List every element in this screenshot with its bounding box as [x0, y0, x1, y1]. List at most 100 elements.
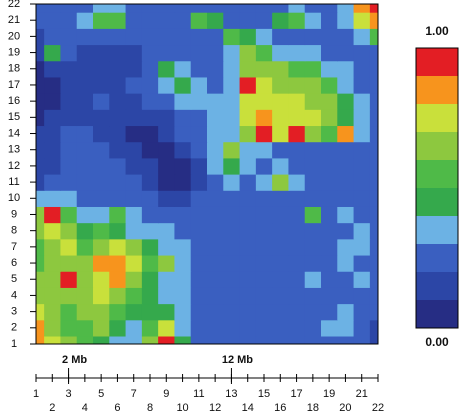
heat-cell	[304, 44, 322, 62]
heat-cell	[304, 4, 322, 13]
heat-cell	[174, 28, 192, 46]
heat-cell	[207, 222, 224, 240]
heat-cell	[109, 28, 127, 46]
heat-cell	[304, 93, 322, 110]
heat-cell	[207, 44, 224, 62]
heat-cell	[190, 287, 208, 305]
heat-cell	[288, 44, 306, 62]
heat-cell	[76, 303, 94, 321]
y-tick-label: 22	[8, 0, 20, 10]
heat-cell	[321, 206, 338, 224]
heat-cell	[321, 157, 338, 175]
heat-cell	[76, 287, 94, 305]
colorbar-band	[416, 48, 458, 76]
heat-cell	[239, 141, 257, 159]
heat-cell	[141, 109, 159, 127]
heat-cell	[60, 319, 78, 337]
heat-cell	[337, 303, 355, 321]
heat-cell	[288, 109, 306, 127]
heat-cell	[272, 222, 290, 240]
heat-cell	[36, 271, 45, 288]
heat-cell	[239, 76, 257, 94]
heat-cell	[158, 174, 176, 191]
heatmap	[36, 4, 378, 344]
heat-cell	[255, 319, 273, 337]
colorbar-label: 0.00	[425, 335, 449, 349]
heat-cell	[321, 222, 338, 240]
heat-cell	[272, 12, 290, 29]
y-tick-label: 5	[11, 273, 17, 285]
heat-cell	[141, 60, 159, 78]
heat-cell	[141, 190, 159, 207]
heat-cell	[255, 109, 273, 127]
heat-cell	[60, 254, 78, 272]
heat-cell	[36, 222, 45, 240]
heat-cell	[304, 157, 322, 175]
heat-cell	[36, 93, 45, 110]
heat-cell	[158, 12, 176, 29]
heat-cell	[337, 28, 355, 46]
heat-cell	[174, 12, 192, 29]
heat-cell	[93, 109, 110, 127]
heat-cell	[223, 190, 241, 207]
heat-cell	[93, 174, 110, 191]
heat-cell	[239, 109, 257, 127]
heat-cell	[109, 141, 127, 159]
heat-cell	[76, 93, 94, 110]
heat-cell	[109, 335, 127, 344]
heat-cell	[93, 93, 110, 110]
y-tick-label: 15	[8, 111, 20, 123]
heat-cell	[190, 76, 208, 94]
heat-cell	[125, 335, 143, 344]
heat-cell	[207, 93, 224, 110]
heat-cell	[190, 4, 208, 13]
heat-cell	[272, 60, 290, 78]
heat-cell	[272, 238, 290, 256]
x-tick-label: 11	[193, 388, 204, 400]
heat-cell	[44, 271, 62, 288]
heat-cell	[239, 28, 257, 46]
heat-cell	[60, 109, 78, 127]
heat-cell	[44, 190, 62, 207]
heat-cell	[223, 4, 241, 13]
heat-cell	[304, 141, 322, 159]
heat-cell	[141, 125, 159, 143]
heat-cell	[141, 44, 159, 62]
heat-cell	[76, 206, 94, 224]
heat-cell	[174, 141, 192, 159]
heat-cell	[239, 190, 257, 207]
heat-cell	[288, 4, 306, 13]
heat-cell	[109, 109, 127, 127]
heat-cell	[337, 157, 355, 175]
heat-cell	[255, 28, 273, 46]
heat-cell	[369, 238, 378, 256]
heat-cell	[288, 12, 306, 29]
heat-cell	[207, 319, 224, 337]
heat-cell	[141, 254, 159, 272]
heat-cell	[36, 238, 45, 256]
heat-cell	[76, 60, 94, 78]
heat-cell	[239, 303, 257, 321]
heat-cell	[174, 206, 192, 224]
heat-cell	[76, 28, 94, 46]
heat-cell	[36, 109, 45, 127]
heat-cell	[36, 206, 45, 224]
heat-cell	[239, 174, 257, 191]
heat-cell	[369, 303, 378, 321]
heat-cell	[158, 254, 176, 272]
heat-cell	[337, 60, 355, 78]
heat-cell	[174, 271, 192, 288]
heat-cell	[76, 109, 94, 127]
x-tick-label: 5	[98, 388, 104, 400]
heat-cell	[321, 319, 338, 337]
heat-cell	[93, 157, 110, 175]
heat-cell	[223, 335, 241, 344]
heat-cell	[158, 222, 176, 240]
heat-cell	[337, 93, 355, 110]
heat-cell	[288, 319, 306, 337]
heat-cell	[190, 141, 208, 159]
heat-cell	[44, 93, 62, 110]
heat-cell	[207, 60, 224, 78]
x-tick-label: 9	[163, 388, 169, 400]
heat-cell	[109, 222, 127, 240]
